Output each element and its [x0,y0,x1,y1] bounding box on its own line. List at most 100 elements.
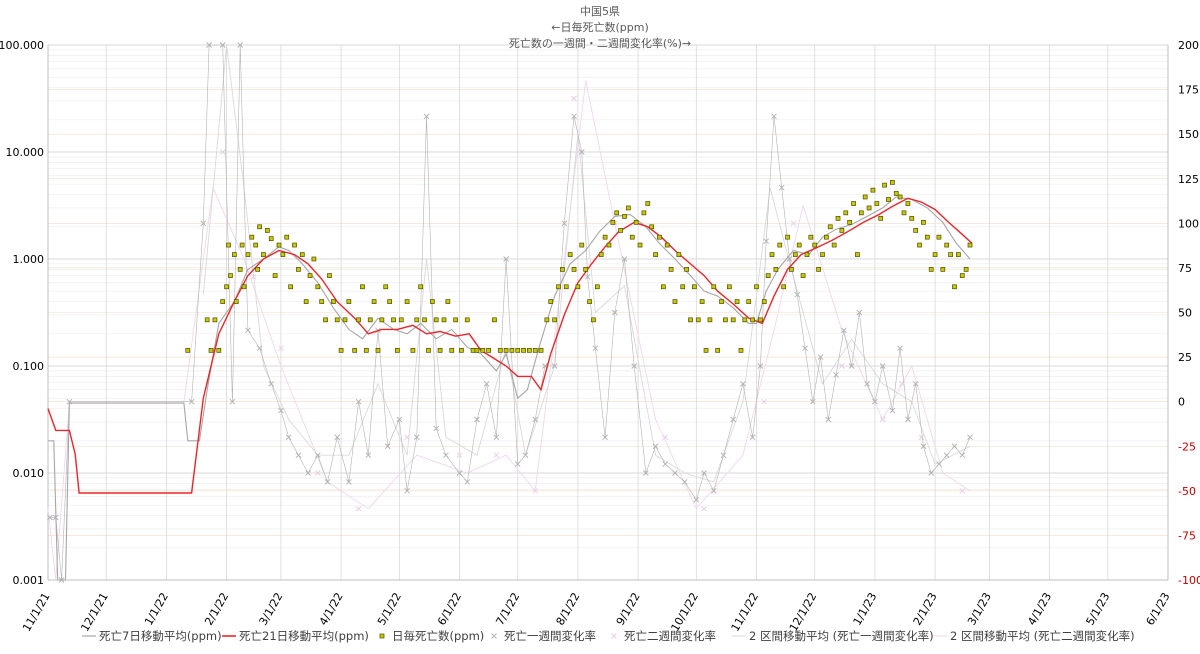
legend: 死亡7日移動平均(ppm) 死亡21日移動平均(ppm) 日毎死亡数(ppm) 死亡一… [82,629,1135,643]
daily-marker [781,284,787,290]
wow-marker [833,372,839,378]
x-tick-label: 1/1/22 [142,590,171,627]
wow-marker [642,470,649,476]
daily-marker [429,299,435,304]
wow-marker [621,256,628,262]
daily-marker [560,267,565,272]
daily-marker [940,267,946,272]
daily-marker [936,234,942,240]
wow-marker [967,434,973,441]
y-left-tick-label: 1.000 [13,253,45,266]
daily-marker [253,242,259,248]
wow-marker [920,443,927,450]
daily-marker [629,234,635,240]
wow-marker [652,443,659,450]
daily-marker [422,317,427,323]
wow-marker [936,461,942,467]
legend-item-tow: 死亡二週間変化率 [611,629,716,643]
wow-marker [879,363,886,369]
legend-item-avg_tow: 2 区間移動平均 (死亡二週間変化率) [933,629,1135,643]
wow-marker [672,470,678,476]
daily-marker [924,234,930,240]
wow-marker [396,416,403,423]
daily-marker [598,252,604,257]
y-right-tick-label: 175 [1178,84,1199,97]
daily-marker [284,234,290,240]
daily-marker [742,317,748,323]
wow-marker [346,479,352,485]
legend-item-avg_wow: 2 区間移動平均 (死亡一週間変化率) [732,629,934,643]
tow-marker [662,434,669,441]
daily-marker [185,348,191,353]
wow-marker [532,416,539,423]
series-tow [219,95,966,512]
y-left-tick-label: 100.000 [0,39,44,52]
wow-marker [245,327,251,334]
daily-marker [224,284,229,290]
daily-marker [319,299,325,304]
x-tick-label: 8/1/22 [554,590,583,627]
daily-marker [921,220,926,225]
wow-marker [355,398,362,405]
wow-marker [592,345,599,352]
daily-marker [699,299,705,304]
wow-marker [474,416,480,423]
tow-marker [918,434,925,441]
x-tick-label: 6/1/23 [1144,590,1173,627]
daily-marker [212,317,218,323]
daily-marker [905,201,911,206]
daily-marker [874,201,880,206]
wow-marker [943,452,950,459]
x-tick-label: 10/1/22 [668,590,700,633]
wow-marker [730,416,737,423]
wow-marker [749,434,756,441]
daily-marker [363,348,369,353]
tow-marker [761,398,768,405]
daily-marker [492,317,497,323]
daily-marker [338,348,344,353]
daily-marker [761,299,767,304]
wow-marker [571,113,577,120]
daily-marker [886,197,891,202]
wow-marker [763,238,770,245]
wow-marker [219,42,226,48]
x-tick-label: 5/1/23 [1083,590,1112,627]
grid [47,44,1169,581]
tow-marker [571,95,577,102]
chart-title: 中国5県 ←日毎死亡数(ppm) 死亡数の一週間・二週間変化率(%)→ [509,5,691,50]
daily-marker [226,242,231,248]
daily-marker [901,210,907,216]
daily-marker [579,242,585,248]
daily-marker [228,273,233,278]
daily-marker [831,242,837,248]
legend-item-ma7: 死亡7日移動平均(ppm) [82,629,222,643]
daily-marker [606,242,612,248]
daily-marker [470,348,476,353]
daily-marker [928,267,934,272]
wow-marker [710,487,717,494]
daily-marker [913,228,919,233]
wow-marker [334,434,341,441]
daily-marker [327,273,332,278]
y-left-tick-label: 0.010 [13,467,45,480]
y-right-tick-label: 75 [1178,262,1192,275]
daily-marker [245,252,251,257]
daily-marker [692,284,697,290]
daily-marker [323,317,328,323]
wow-marker [237,42,244,48]
daily-marker [789,267,794,272]
tow-marker [278,345,284,352]
y-right-tick-label: -25 [1178,440,1196,453]
chart-title-line: 中国5県 [580,5,620,18]
wow-marker [404,487,410,494]
daily-marker [800,273,806,278]
daily-marker [383,284,389,290]
wow-marker [840,327,847,334]
daily-marker [272,273,278,278]
x-tick-label: 6/1/22 [435,590,464,627]
daily-marker [909,215,915,221]
wow-marker [611,309,618,316]
wow-marker [561,220,568,227]
daily-marker [653,252,658,257]
